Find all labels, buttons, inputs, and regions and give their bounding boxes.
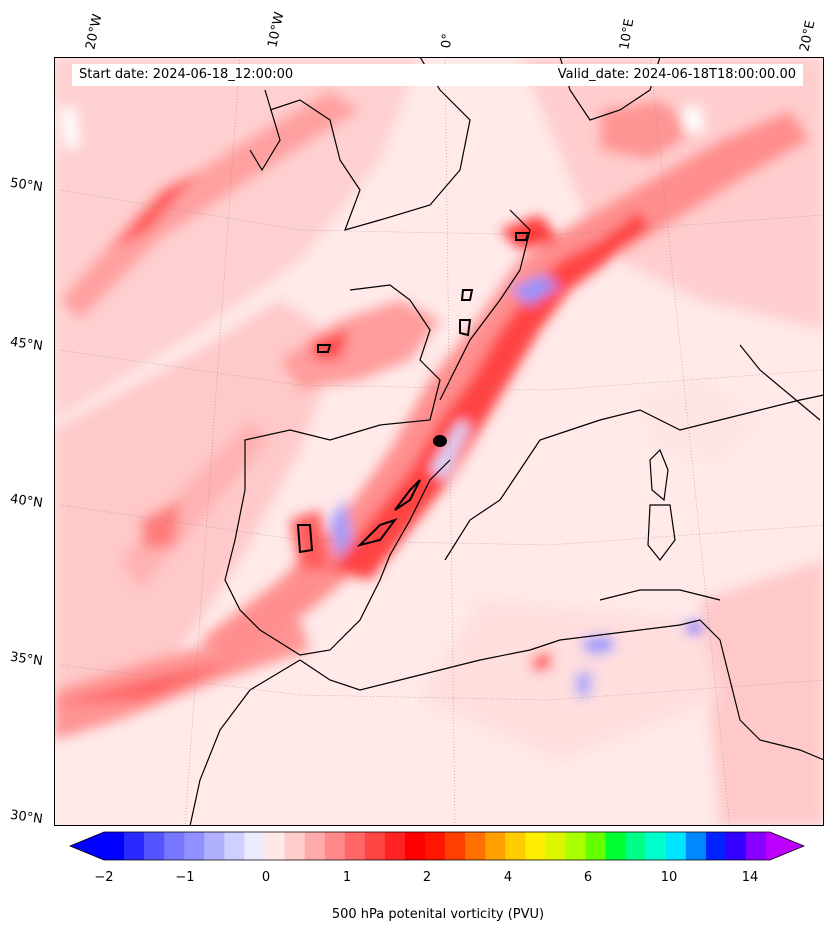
colorbar-bin bbox=[224, 832, 245, 860]
colorbar bbox=[68, 831, 806, 861]
map-frame bbox=[54, 57, 824, 826]
colorbar-under-arrow bbox=[70, 832, 104, 860]
colorbar-tick: 0 bbox=[261, 870, 271, 885]
colorbar-bin bbox=[244, 832, 265, 860]
colorbar-bin bbox=[184, 832, 205, 860]
colorbar-bin bbox=[665, 832, 687, 860]
pv-field bbox=[54, 57, 824, 826]
colorbar-bin bbox=[565, 832, 586, 860]
colorbar-bin bbox=[525, 832, 546, 860]
colorbar-bin bbox=[284, 832, 306, 860]
colorbar-over-arrow bbox=[770, 832, 804, 860]
colorbar-bin bbox=[144, 832, 165, 860]
colorbar-bin bbox=[625, 832, 647, 860]
colorbar-bin bbox=[204, 832, 225, 860]
colorbar-bin bbox=[324, 832, 346, 860]
colorbar-label: 500 hPa potenital vorticity (PVU) bbox=[331, 907, 545, 922]
colorbar-bin bbox=[364, 832, 386, 860]
colorbar-tick: 10 bbox=[660, 870, 678, 885]
valid-date-label: Valid_date: 2024-06-18T18:00:00.00 bbox=[557, 67, 796, 82]
colorbar-bin bbox=[545, 832, 566, 860]
colorbar-tick: 2 bbox=[422, 870, 432, 885]
colorbar-tick: 4 bbox=[503, 870, 513, 885]
colorbar-bin bbox=[745, 832, 767, 860]
coastlines bbox=[189, 57, 824, 826]
colorbar-bin bbox=[344, 832, 366, 860]
colorbar-bin bbox=[124, 832, 145, 860]
colorbar-bin bbox=[424, 832, 446, 860]
graticule bbox=[59, 57, 824, 826]
pv-contours bbox=[296, 232, 530, 554]
colorbar-tick: 14 bbox=[741, 870, 759, 885]
colorbar-bin bbox=[766, 832, 771, 860]
colorbar-bin bbox=[104, 832, 125, 860]
colorbar-tick: −1 bbox=[175, 870, 195, 885]
colorbar-bin bbox=[585, 832, 607, 860]
colorbar-bin bbox=[404, 832, 426, 860]
colorbar-bin bbox=[264, 832, 286, 860]
colorbar-bin bbox=[645, 832, 667, 860]
colorbar-outline bbox=[68, 831, 806, 861]
colorbar-bin bbox=[605, 832, 627, 860]
colorbar-tick: 6 bbox=[583, 870, 593, 885]
colorbar-bin bbox=[465, 832, 486, 860]
colorbar-bin bbox=[304, 832, 326, 860]
colorbar-bin bbox=[705, 832, 727, 860]
colorbar-bin bbox=[685, 832, 707, 860]
lon-label-0: 0° bbox=[439, 32, 456, 49]
colorbar-bin bbox=[725, 832, 747, 860]
colorbar-tick: 1 bbox=[342, 870, 352, 885]
header-box: Start date: 2024-06-18_12:00:00 Valid_da… bbox=[72, 64, 803, 86]
start-date-label: Start date: 2024-06-18_12:00:00 bbox=[79, 67, 294, 82]
colorbar-bin bbox=[164, 832, 185, 860]
colorbar-tick: −2 bbox=[94, 870, 114, 885]
colorbar-bin bbox=[445, 832, 466, 860]
colorbar-bin bbox=[384, 832, 406, 860]
colorbar-bin bbox=[505, 832, 526, 860]
colorbar-bin bbox=[485, 832, 506, 860]
